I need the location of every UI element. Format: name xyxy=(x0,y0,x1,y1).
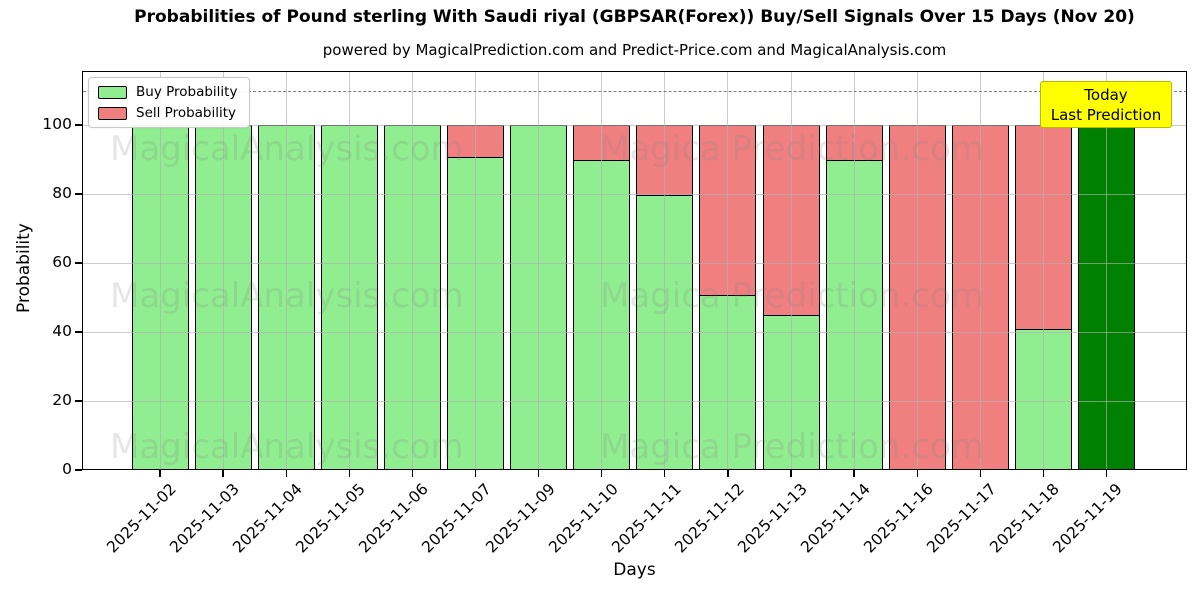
y-tick-mark xyxy=(75,400,82,402)
x-axis-label: Days xyxy=(613,560,656,580)
gridline-horizontal xyxy=(82,262,1187,264)
legend-swatch-sell xyxy=(98,106,127,120)
legend: Buy Probability Sell Probability xyxy=(88,77,251,128)
gridline-horizontal xyxy=(82,400,1187,402)
chart-subtitle: powered by MagicalPrediction.com and Pre… xyxy=(322,41,947,59)
gridline-vertical xyxy=(790,71,792,470)
gridline-vertical xyxy=(664,71,666,470)
y-tick-label: 100 xyxy=(42,115,72,134)
gridline-vertical xyxy=(853,71,855,470)
x-tick-mark xyxy=(790,470,792,477)
x-tick-mark xyxy=(222,470,224,477)
today-annotation: Today Last Prediction xyxy=(1040,81,1172,128)
y-tick-mark xyxy=(75,331,82,333)
gridline-vertical xyxy=(601,71,603,470)
y-tick-label: 0 xyxy=(62,460,72,478)
x-tick-mark xyxy=(916,470,918,477)
gridline-vertical xyxy=(348,71,350,470)
gridline-vertical xyxy=(727,71,729,470)
x-tick-mark xyxy=(1105,470,1108,477)
x-tick-mark xyxy=(727,470,729,477)
gridline-vertical xyxy=(159,71,161,470)
gridline-horizontal xyxy=(82,331,1187,333)
x-tick-mark xyxy=(979,470,981,477)
x-tick-mark xyxy=(285,470,287,477)
x-tick-mark xyxy=(853,470,855,477)
y-tick-mark xyxy=(75,193,82,195)
gridline-vertical xyxy=(1106,71,1107,470)
today-annotation-line1: Today xyxy=(1084,85,1128,104)
legend-item-sell: Sell Probability xyxy=(98,105,237,121)
gridline-vertical xyxy=(222,71,224,470)
gridline-vertical xyxy=(979,71,981,470)
x-tick-mark xyxy=(601,470,603,477)
x-tick-mark xyxy=(411,470,414,477)
gridline-horizontal xyxy=(82,124,1187,126)
x-tick-mark xyxy=(159,470,161,477)
y-tick-mark xyxy=(75,124,82,126)
gridline-vertical xyxy=(475,71,476,470)
gridline-vertical xyxy=(285,71,287,470)
legend-label-sell: Sell Probability xyxy=(136,105,237,121)
x-tick-mark xyxy=(1042,470,1045,477)
legend-item-buy: Buy Probability xyxy=(98,84,237,100)
gridline-vertical xyxy=(538,71,540,470)
y-tick-label: 60 xyxy=(52,253,72,272)
x-tick-mark xyxy=(474,470,477,477)
chart-title: Probabilities of Pound sterling With Sau… xyxy=(134,7,1135,27)
y-tick-mark xyxy=(75,469,82,471)
gridline-vertical xyxy=(1042,71,1044,470)
y-tick-label: 20 xyxy=(52,391,72,410)
legend-swatch-buy xyxy=(98,85,127,99)
gridline-vertical xyxy=(411,71,413,470)
y-tick-label: 40 xyxy=(52,322,72,341)
y-tick-label: 80 xyxy=(52,184,72,203)
today-annotation-line2: Last Prediction xyxy=(1050,105,1162,124)
gridline-vertical xyxy=(916,71,918,470)
dashed-threshold-line xyxy=(83,90,1187,92)
y-tick-mark xyxy=(75,262,82,264)
x-tick-mark xyxy=(348,470,350,477)
x-tick-mark xyxy=(537,470,540,477)
x-tick-mark xyxy=(664,470,666,477)
legend-label-buy: Buy Probability xyxy=(136,84,238,100)
gridline-horizontal xyxy=(82,193,1187,195)
